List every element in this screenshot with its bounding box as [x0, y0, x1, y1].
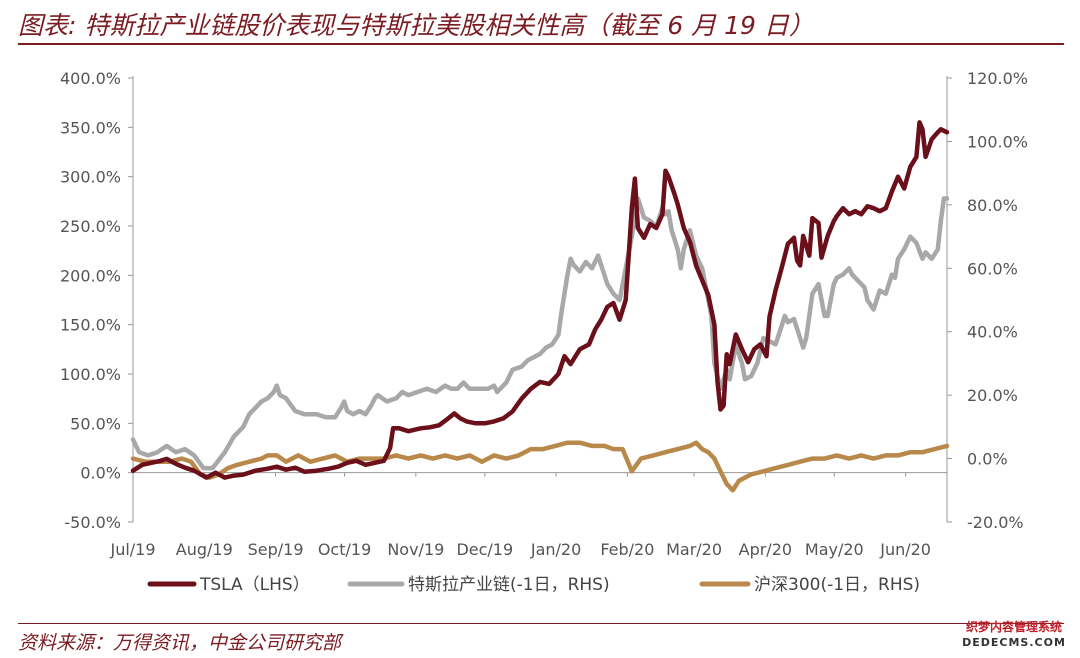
y-right-tick-label: -20.0%: [967, 513, 1024, 532]
source-divider: [18, 623, 1064, 624]
series-line-1: [130, 196, 950, 471]
chart-series: [130, 120, 950, 493]
x-tick-label: Oct/19: [318, 540, 371, 559]
y-left-tick-label: 350.0%: [60, 118, 121, 137]
y-right-tick-label: 40.0%: [967, 323, 1018, 342]
x-tick-label: Feb/20: [600, 540, 654, 559]
series-line-2: [130, 440, 950, 493]
y-left-tick-label: 150.0%: [60, 316, 121, 335]
y-left-tick-label: 0.0%: [80, 464, 121, 483]
x-tick-label: Mar/20: [666, 540, 722, 559]
chart-axes: -50.0% 0.0% 50.0% 100.0% 150.0% 200.0% 250.0% 3…: [60, 69, 1028, 559]
y-left-tick-label: 250.0%: [60, 217, 121, 236]
legend-label-2: 沪深300(-1日，RHS): [754, 575, 920, 595]
series-line-0: [130, 120, 950, 480]
legend-label-1: 特斯拉产业链(-1日，RHS): [408, 575, 610, 595]
x-tick-label: May/20: [805, 540, 864, 559]
x-tick-label: Nov/19: [387, 540, 444, 559]
y-left-tick-label: 300.0%: [60, 168, 121, 187]
y-left-tick-label: 50.0%: [70, 414, 121, 433]
x-tick-label: Sep/19: [248, 540, 304, 559]
line-chart: -50.0% 0.0% 50.0% 100.0% 150.0% 200.0% 250.0% 3…: [60, 69, 1028, 595]
y-left-tick-label: 100.0%: [60, 365, 121, 384]
source-note: 资料来源：万得资讯，中金公司研究部: [18, 632, 342, 654]
x-tick-label: Apr/20: [739, 540, 792, 559]
x-tick-label: Aug/19: [176, 540, 233, 559]
watermark-line1: 织梦内容管理系统: [965, 620, 1062, 634]
y-right-tick-label: 60.0%: [967, 259, 1018, 278]
y-right-tick-label: 80.0%: [967, 196, 1018, 215]
watermark-line2: DEDECMS.COM: [962, 636, 1066, 649]
title-divider: [18, 43, 1064, 45]
x-tick-label: Jul/19: [109, 540, 155, 559]
y-left-tick-label: 400.0%: [60, 69, 121, 88]
y-left-tick-label: -50.0%: [64, 513, 121, 532]
y-right-tick-label: 20.0%: [967, 386, 1018, 405]
legend-label-0: TSLA（LHS）: [199, 575, 310, 595]
watermark: 织梦内容管理系统 DEDECMS.COM: [958, 620, 1070, 650]
x-tick-label: Dec/19: [456, 540, 513, 559]
y-right-tick-label: 0.0%: [967, 450, 1008, 469]
x-tick-label: Jun/20: [879, 540, 931, 559]
x-tick-label: Jan/20: [530, 540, 581, 559]
y-right-tick-label: 120.0%: [967, 69, 1028, 88]
y-right-tick-label: 100.0%: [967, 132, 1028, 151]
chart-title: 图表: 特斯拉产业链股价表现与特斯拉美股相关性高（截至 6 月 19 日）: [18, 11, 814, 40]
y-left-tick-label: 200.0%: [60, 266, 121, 285]
chart-legend: TSLA（LHS） 特斯拉产业链(-1日，RHS) 沪深300(-1日，RHS): [147, 575, 920, 595]
